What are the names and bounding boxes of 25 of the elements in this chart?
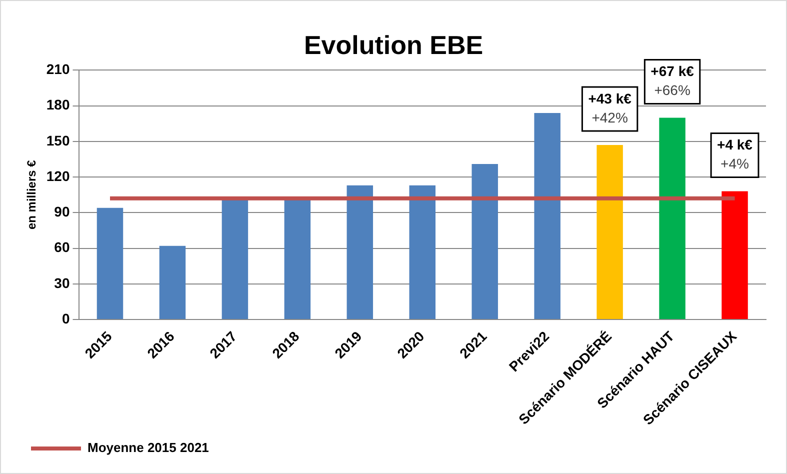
bar xyxy=(722,191,748,320)
bar xyxy=(472,164,498,320)
bar xyxy=(659,118,686,320)
bar xyxy=(596,145,623,320)
bar xyxy=(222,198,248,320)
y-tick-label: 60 xyxy=(54,239,70,256)
y-axis-title: en milliers € xyxy=(24,160,39,230)
y-tick-label: 180 xyxy=(46,96,70,113)
y-tick-label: 210 xyxy=(46,61,70,78)
bar xyxy=(346,185,374,320)
bar xyxy=(96,208,124,320)
bar xyxy=(409,185,436,320)
chart-title: Evolution EBE xyxy=(304,30,484,60)
bar xyxy=(159,246,186,320)
y-tick-label: 150 xyxy=(46,132,70,148)
legend-label: Moyenne 2015 2021 xyxy=(88,440,209,456)
annotation: +43 k€ +42% xyxy=(588,90,632,126)
y-tick-label: 90 xyxy=(54,204,70,220)
bar xyxy=(284,198,311,320)
annotation: +4 k€ +4% xyxy=(717,136,753,172)
y-tick-label: 0 xyxy=(62,310,70,326)
bar xyxy=(534,112,560,320)
y-tick-label: 120 xyxy=(46,168,70,184)
annotation: +67 k€ +66% xyxy=(650,63,694,98)
y-tick-label: 30 xyxy=(54,274,70,291)
